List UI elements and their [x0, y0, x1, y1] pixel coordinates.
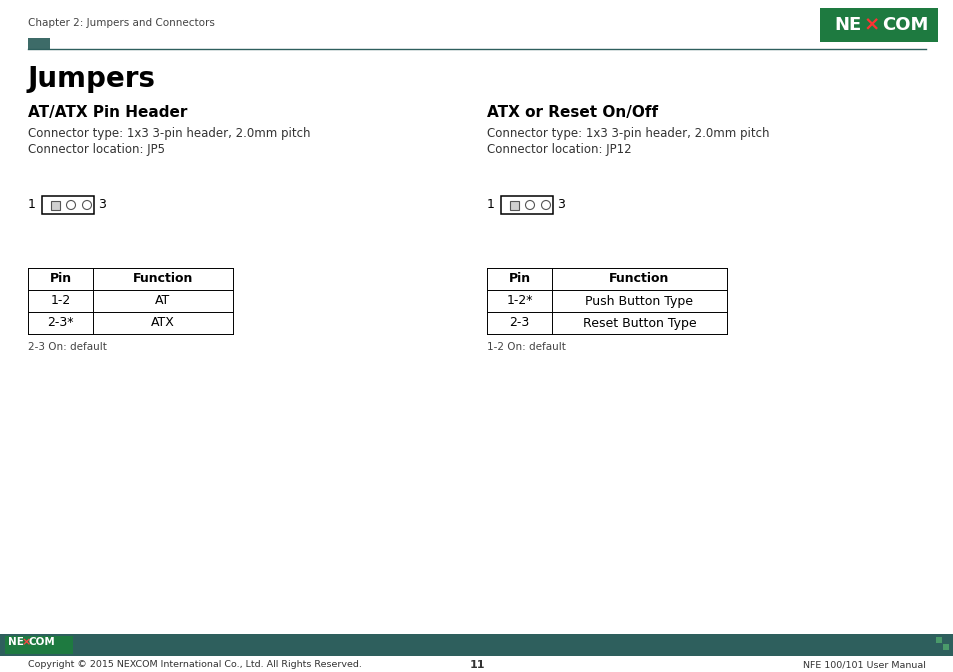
- Text: NFE 100/101 User Manual: NFE 100/101 User Manual: [802, 660, 925, 669]
- Text: 1-2 On: default: 1-2 On: default: [486, 342, 565, 352]
- Text: 3: 3: [557, 198, 564, 212]
- Text: 2-3: 2-3: [509, 317, 529, 329]
- Text: Function: Function: [609, 273, 669, 286]
- Text: Reset Button Type: Reset Button Type: [582, 317, 696, 329]
- Text: ×: ×: [22, 637, 31, 647]
- Bar: [820, 8, 937, 42]
- Text: ATX or Reset On/Off: ATX or Reset On/Off: [486, 105, 658, 120]
- Text: Connector type: 1x3 3-pin header, 2.0mm pitch: Connector type: 1x3 3-pin header, 2.0mm …: [486, 127, 769, 140]
- Text: NE: NE: [8, 637, 24, 647]
- Text: 1: 1: [28, 198, 36, 212]
- Text: 2-3*: 2-3*: [48, 317, 73, 329]
- Bar: [42, 196, 94, 214]
- Text: Jumpers: Jumpers: [28, 65, 156, 93]
- Bar: [935, 637, 941, 643]
- Text: 2-3 On: default: 2-3 On: default: [28, 342, 107, 352]
- Text: Connector location: JP12: Connector location: JP12: [486, 143, 631, 156]
- Text: Copyright © 2015 NEXCOM International Co., Ltd. All Rights Reserved.: Copyright © 2015 NEXCOM International Co…: [28, 660, 361, 669]
- Bar: [0, 634, 953, 656]
- Text: ×: ×: [862, 15, 879, 34]
- Bar: [510, 201, 518, 210]
- Bar: [5, 636, 73, 654]
- Text: 3: 3: [98, 198, 106, 212]
- Text: Pin: Pin: [508, 273, 530, 286]
- Text: Pin: Pin: [50, 273, 71, 286]
- Text: COM: COM: [29, 637, 55, 647]
- Text: Connector type: 1x3 3-pin header, 2.0mm pitch: Connector type: 1x3 3-pin header, 2.0mm …: [28, 127, 310, 140]
- Text: Push Button Type: Push Button Type: [585, 294, 693, 308]
- Circle shape: [67, 200, 75, 210]
- Bar: [51, 201, 60, 210]
- Bar: [935, 644, 941, 650]
- Circle shape: [541, 200, 550, 210]
- Text: COM: COM: [882, 16, 928, 34]
- Text: ATX: ATX: [151, 317, 174, 329]
- Text: Function: Function: [132, 273, 193, 286]
- Text: 11: 11: [469, 660, 484, 670]
- Text: NE: NE: [833, 16, 861, 34]
- Text: 1-2*: 1-2*: [506, 294, 532, 308]
- Circle shape: [82, 200, 91, 210]
- Text: AT/ATX Pin Header: AT/ATX Pin Header: [28, 105, 187, 120]
- Circle shape: [525, 200, 534, 210]
- Text: AT: AT: [155, 294, 171, 308]
- Bar: [942, 644, 948, 650]
- Text: 1: 1: [486, 198, 495, 212]
- Bar: [942, 637, 948, 643]
- Text: Chapter 2: Jumpers and Connectors: Chapter 2: Jumpers and Connectors: [28, 18, 214, 28]
- Text: Connector location: JP5: Connector location: JP5: [28, 143, 165, 156]
- Bar: [28, 38, 50, 50]
- Bar: [500, 196, 553, 214]
- Text: 1-2: 1-2: [51, 294, 71, 308]
